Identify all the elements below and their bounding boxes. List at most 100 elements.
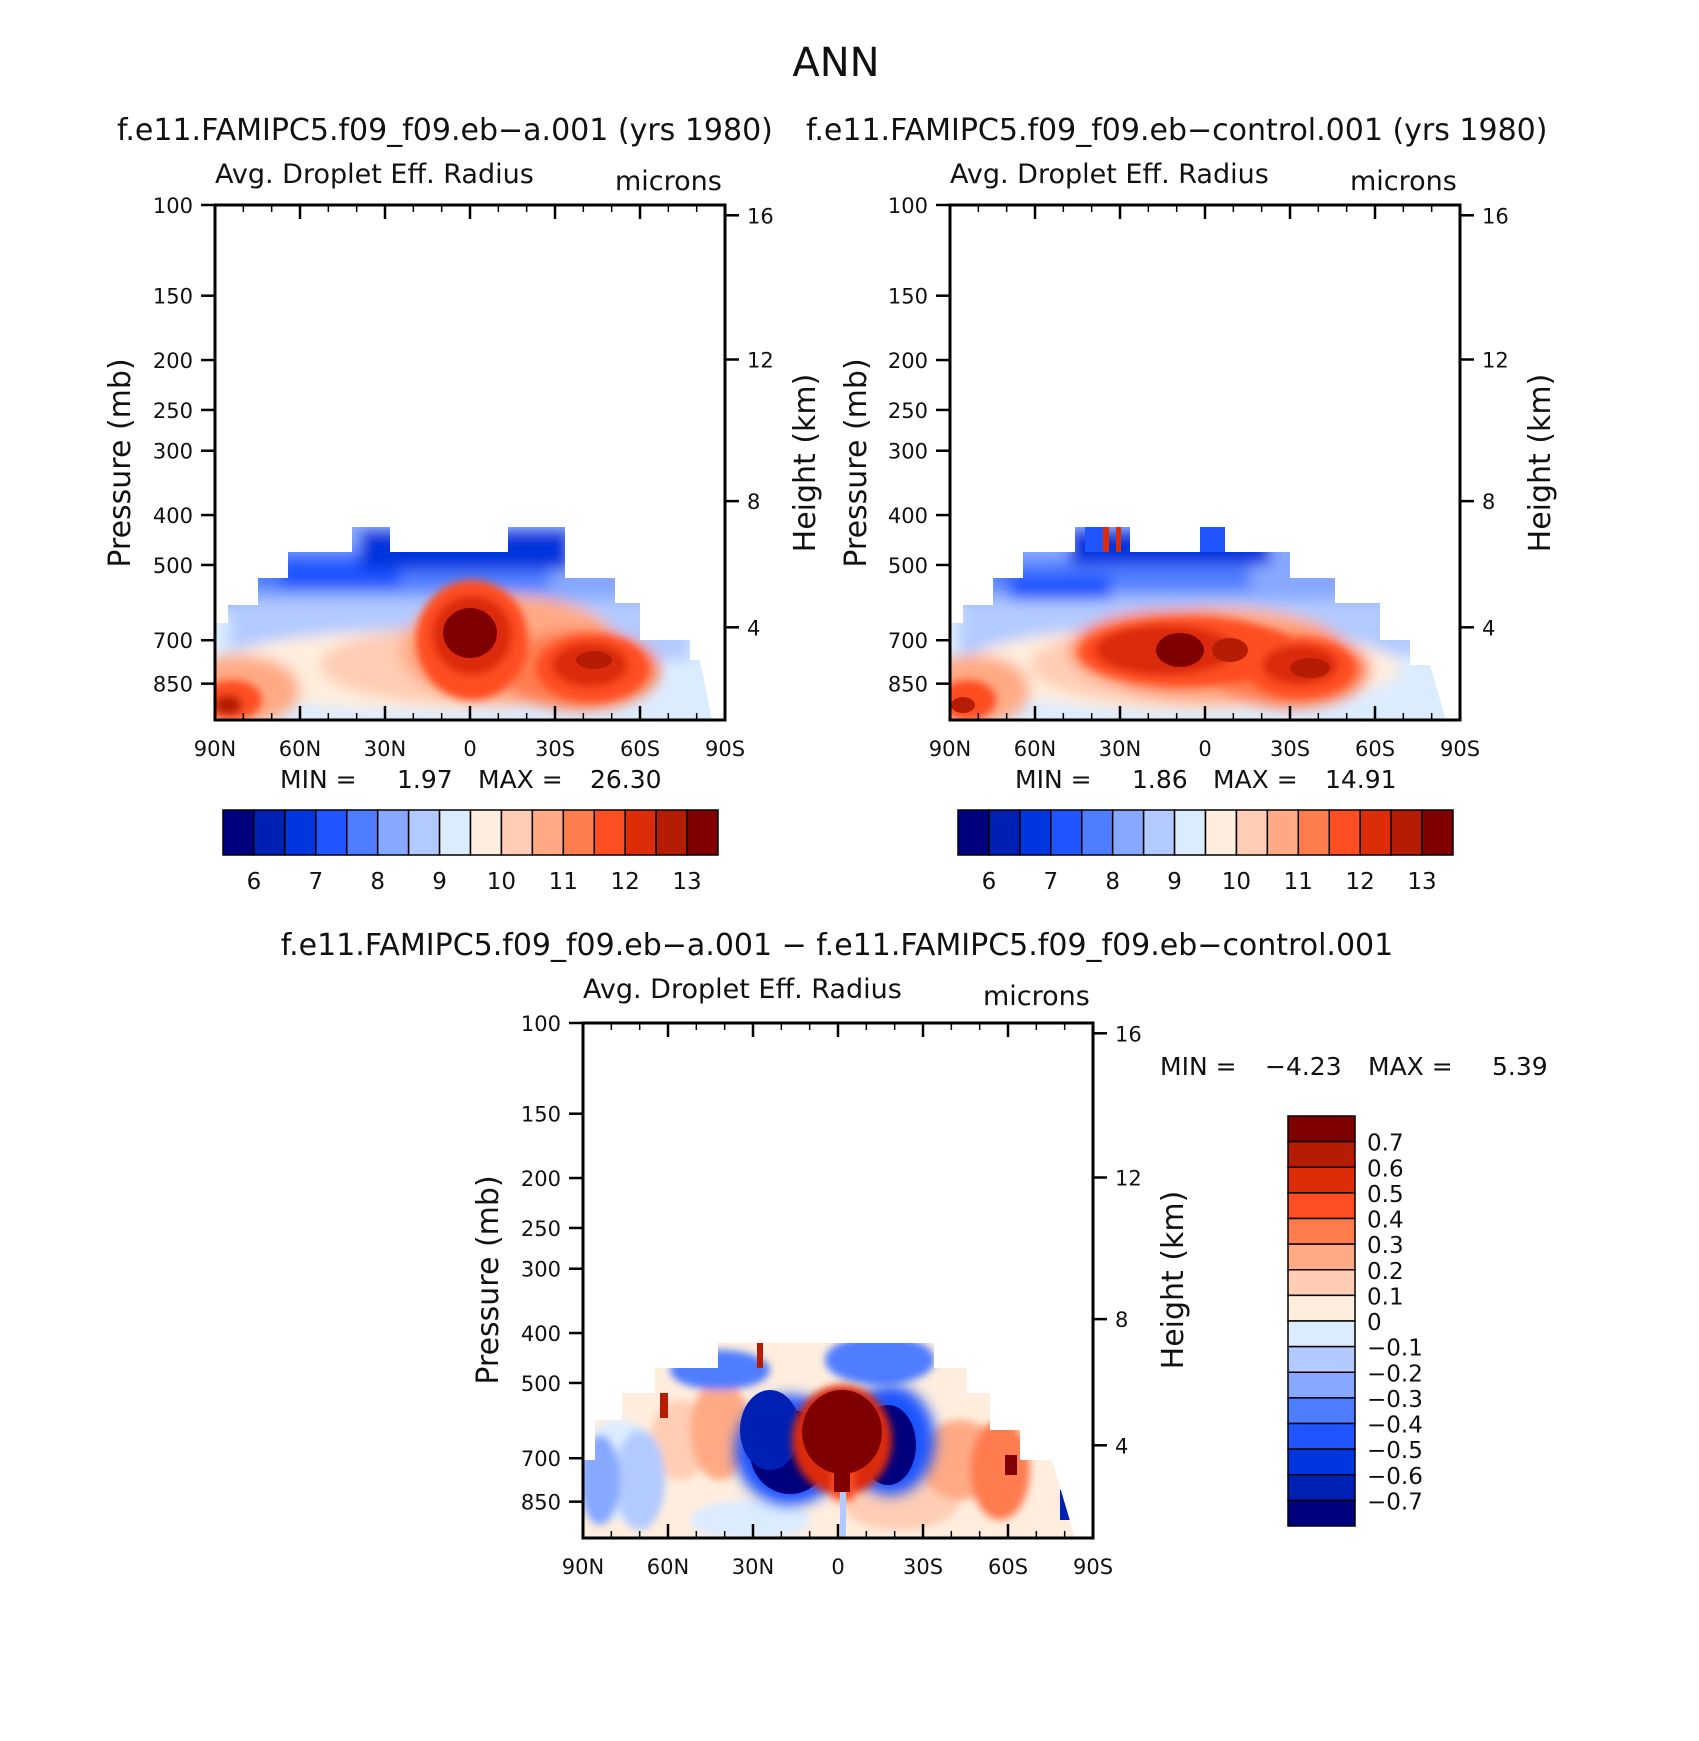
colorbar-label: 9 <box>1167 869 1182 895</box>
min-value: 1.97 <box>397 765 453 794</box>
colorbar-swatch <box>1287 1422 1356 1450</box>
y2-tick-label: 16 <box>747 204 774 228</box>
colorbar-swatch <box>1287 1192 1356 1220</box>
colorbar-swatch <box>1287 1345 1356 1373</box>
panel-difference: f.e11.FAMIPC5.f09_f09.eb−a.001 − f.e11.F… <box>281 928 1548 1579</box>
x-tick-label: 90S <box>705 737 745 761</box>
colorbar-swatch <box>1421 809 1454 856</box>
y2-tick-label: 8 <box>1115 1308 1128 1332</box>
colorbar-swatch <box>1287 1243 1356 1271</box>
x-tick-label: 60S <box>620 737 660 761</box>
variable-label: Avg. Droplet Eff. Radius <box>215 159 534 190</box>
colorbar-swatch <box>593 809 626 856</box>
y-axis-label: Pressure (mb) <box>471 1175 506 1384</box>
y2-axis-label: Height (km) <box>1156 1191 1191 1370</box>
y2-tick-label: 8 <box>1482 490 1495 514</box>
y-tick-label: 200 <box>521 1167 561 1191</box>
y-tick-label: 400 <box>521 1322 561 1346</box>
y-tick-label: 200 <box>888 349 928 373</box>
colorbar-swatch <box>1287 1499 1356 1527</box>
y-tick-label: 250 <box>153 399 193 423</box>
x-tick-label: 60N <box>279 737 321 761</box>
colorbar-label: 0.1 <box>1367 1284 1404 1310</box>
colorbar-swatch <box>1287 1474 1356 1502</box>
y-ticks: 100 150 200 250 300 400 500 700 850 16 12 8 4 <box>521 1012 1142 1515</box>
y-tick-label: 400 <box>153 504 193 528</box>
contour-field <box>583 1343 1075 1538</box>
y-tick-label: 250 <box>888 399 928 423</box>
x-tick-label: 30N <box>1099 737 1141 761</box>
y-tick-label: 300 <box>521 1258 561 1282</box>
y-tick-label: 200 <box>153 349 193 373</box>
panel-a: f.e11.FAMIPC5.f09_f09.eb−a.001 (yrs 1980… <box>103 113 823 895</box>
y-tick-label: 500 <box>153 554 193 578</box>
x-tick-label: 30S <box>535 737 575 761</box>
colorbar-label: 0.2 <box>1367 1259 1404 1285</box>
y-tick-label: 100 <box>521 1012 561 1036</box>
x-tick-label: 0 <box>1198 737 1211 761</box>
colorbar-swatch <box>1235 809 1269 856</box>
y-axis-label: Pressure (mb) <box>103 358 138 567</box>
max-label: MAX = <box>478 765 563 794</box>
colorbar-swatch <box>376 809 410 856</box>
colorbar-label: −0.1 <box>1367 1336 1423 1362</box>
colorbar-label: 13 <box>672 869 701 895</box>
colorbar: 6 7 8 9 10 11 12 13 <box>957 809 1454 895</box>
colorbar-swatch <box>1359 809 1392 856</box>
max-label: MAX = <box>1368 1052 1453 1081</box>
colorbar-swatch <box>1390 809 1423 856</box>
colorbar-swatch <box>1287 1217 1356 1245</box>
max-value: 14.91 <box>1325 765 1397 794</box>
colorbar-swatch <box>957 809 990 856</box>
x-tick-label: 60N <box>647 1555 689 1579</box>
colorbar: 0.70.60.50.40.30.20.10−0.1−0.2−0.3−0.4−0… <box>1287 1115 1423 1527</box>
x-tick-label: 0 <box>463 737 476 761</box>
x-tick-label: 60S <box>1355 737 1395 761</box>
y2-tick-label: 4 <box>1115 1434 1128 1458</box>
colorbar-swatch <box>469 809 503 856</box>
colorbar-label: 6 <box>247 869 262 895</box>
colorbar-swatch <box>1328 809 1361 856</box>
y2-tick-label: 12 <box>1115 1167 1142 1191</box>
colorbar-swatch <box>1287 1115 1356 1143</box>
contour-field <box>950 527 1446 720</box>
colorbar-swatch <box>315 809 348 856</box>
y2-tick-label: 4 <box>747 616 760 640</box>
y-tick-label: 150 <box>521 1103 561 1127</box>
colorbar-swatch <box>222 809 255 856</box>
max-label: MAX = <box>1213 765 1298 794</box>
x-tick-label: 30N <box>364 737 406 761</box>
panel-control: f.e11.FAMIPC5.f09_f09.eb−control.001 (yr… <box>806 113 1558 895</box>
x-tick-label: 0 <box>831 1555 844 1579</box>
case-title: f.e11.FAMIPC5.f09_f09.eb−a.001 (yrs 1980… <box>117 113 773 148</box>
colorbar-swatch <box>253 809 286 856</box>
y-ticks: 100 150 200 250 300 400 500 700 850 16 12 8 4 <box>153 194 774 697</box>
y-tick-label: 700 <box>153 629 193 653</box>
colorbar-swatch <box>1019 809 1052 856</box>
y-tick-label: 400 <box>888 504 928 528</box>
y2-tick-label: 4 <box>1482 616 1495 640</box>
colorbar-label: 6 <box>982 869 997 895</box>
colorbar-label: 0.6 <box>1367 1156 1404 1182</box>
units-label: microns <box>1350 166 1457 197</box>
y2-axis-label: Height (km) <box>1523 374 1558 553</box>
colorbar-swatch <box>1287 1397 1356 1425</box>
y2-tick-label: 16 <box>1482 204 1509 228</box>
colorbar-label: 0.7 <box>1367 1131 1404 1157</box>
min-value: 1.86 <box>1132 765 1188 794</box>
x-tick-label: 90N <box>929 737 971 761</box>
case-title: f.e11.FAMIPC5.f09_f09.eb−control.001 (yr… <box>806 113 1547 148</box>
y-tick-label: 250 <box>521 1217 561 1241</box>
min-value: −4.23 <box>1265 1052 1342 1081</box>
x-tick-label: 90S <box>1440 737 1480 761</box>
colorbar-label: −0.6 <box>1367 1464 1423 1490</box>
colorbar-label: 11 <box>1284 869 1313 895</box>
colorbar-swatch <box>1111 809 1145 856</box>
y-tick-label: 300 <box>888 440 928 464</box>
colorbar-swatch <box>1297 809 1330 856</box>
colorbar-label: −0.2 <box>1367 1361 1423 1387</box>
y2-tick-label: 12 <box>747 349 774 373</box>
units-label: microns <box>983 981 1090 1012</box>
x-tick-label: 90N <box>194 737 236 761</box>
colorbar-swatch <box>1266 809 1300 856</box>
